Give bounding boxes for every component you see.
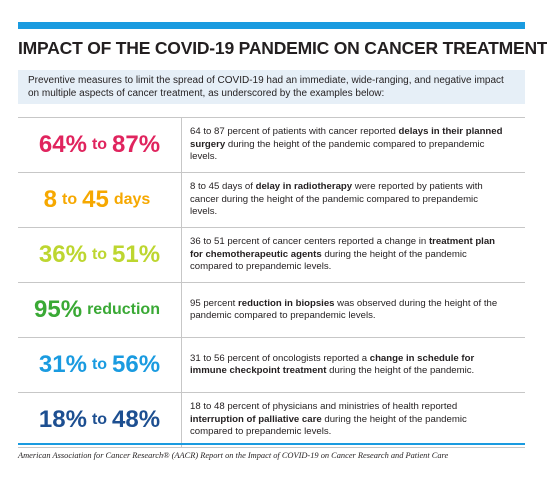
page-title: IMPACT OF THE COVID-19 PANDEMIC ON CANCE… [18,38,547,58]
bottom-accent-bar [18,443,525,445]
stat-description: 18 to 48 percent of physicians and minis… [190,401,467,438]
stat-figure: 31% to 56% [18,338,181,392]
stat-highlight: delay in radiotherapy [255,181,353,193]
top-accent-bar [18,22,525,29]
stat-value-end: 48% [112,406,161,433]
stat-description: 64 to 87 percent of patients with cancer… [190,126,503,163]
stat-highlight: change in schedule for immune checkpoint… [190,352,475,376]
intro-box: Preventive measures to limit the spread … [18,70,525,104]
stat-joiner: to [91,246,108,263]
stat-row: 95% reduction 95 percent reduction in bi… [18,283,525,338]
stat-description: 36 to 51 percent of cancer centers repor… [190,236,496,273]
stat-joiner: to [91,136,108,153]
stat-joiner: to [91,411,108,428]
column-divider [181,283,182,337]
stat-value-end: 45 [82,186,109,213]
stats-table: 64% to 87% 64 to 87 percent of patients … [18,117,525,448]
stat-figure: 18% to 48% [18,393,181,447]
column-divider [181,228,182,282]
column-divider [181,338,182,392]
stat-description: 31 to 56 percent of oncologists reported… [190,352,475,376]
column-divider [181,173,182,227]
stat-joiner: to [62,191,78,208]
stat-value-end: 56% [112,351,161,378]
stat-value-start: 95% [34,296,83,323]
stat-value-end: 51% [112,241,161,268]
source-citation: American Association for Cancer Research… [18,451,449,460]
stat-figure: 8 to 45 days [18,173,181,227]
stat-row: 36% to 51% 36 to 51 percent of cancer ce… [18,228,525,283]
stat-row: 18% to 48% 18 to 48 percent of physician… [18,393,525,448]
stat-figure: 95% reduction [18,283,181,337]
stat-figure: 36% to 51% [18,228,181,282]
stat-joiner: to [91,356,108,373]
stat-value-start: 31% [38,351,87,378]
stat-highlight: interruption of palliative care [190,413,322,425]
stat-unit: reduction [87,301,160,318]
stat-row: 31% to 56% 31 to 56 percent of oncologis… [18,338,525,393]
stat-row: 64% to 87% 64 to 87 percent of patients … [18,117,525,173]
stat-description: 95 percent reduction in biopsies was obs… [190,297,498,321]
stat-value-start: 18% [38,406,87,433]
stat-figure: 64% to 87% [18,118,181,172]
stat-value-start: 36% [38,241,87,268]
stat-highlight: treatment plan for chemotherapeutic agen… [190,236,496,260]
stat-value-end: 87% [112,131,161,158]
column-divider [181,118,182,172]
stat-highlight: delays in their planned surgery [190,126,503,150]
stat-unit: days [113,191,151,208]
column-divider [181,393,182,447]
stat-value-start: 64% [38,131,87,158]
stat-value-start: 8 [43,186,58,213]
stat-row: 8 to 45 days 8 to 45 days of delay in ra… [18,173,525,228]
stat-highlight: reduction in biopsies [238,297,335,309]
stat-description: 8 to 45 days of delay in radiotherapy we… [190,181,483,218]
